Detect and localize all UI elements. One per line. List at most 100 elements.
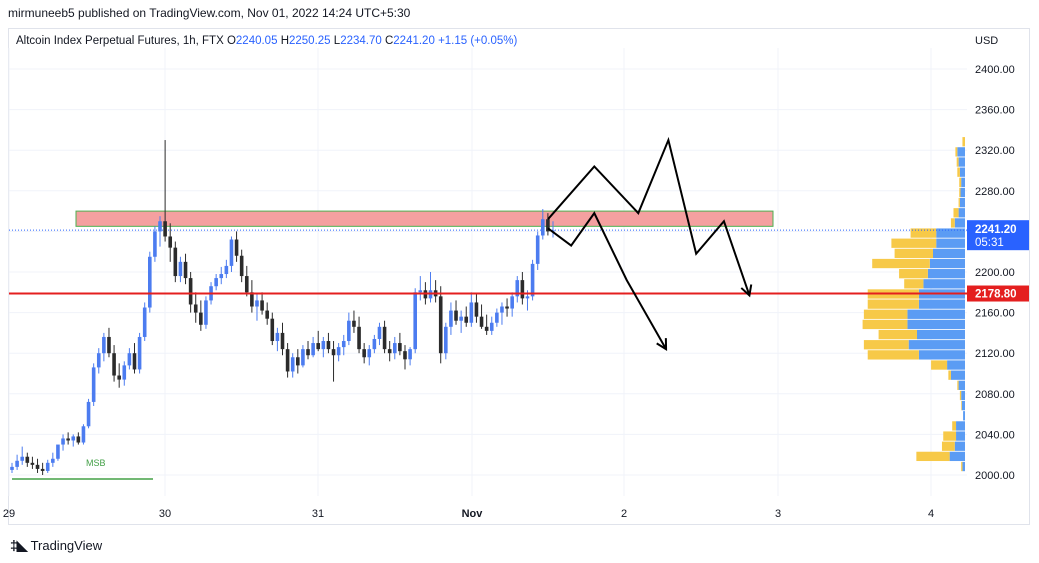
vp-bar-yellow (916, 451, 950, 462)
candle-body (234, 239, 239, 256)
vp-bar-blue (961, 177, 965, 187)
candle-body (35, 464, 40, 469)
candle-body (352, 320, 356, 327)
price-axis: 2400.002360.002320.002280.002240.002200.… (975, 64, 1015, 482)
msb-label: MSB (86, 458, 106, 468)
candle-body (311, 343, 315, 356)
vp-bar-blue (958, 208, 965, 218)
vp-bar-yellow (957, 167, 960, 177)
vp-bar-blue (917, 329, 965, 340)
candle-body (285, 349, 290, 372)
candle-body (20, 456, 25, 461)
vp-bar-blue (949, 451, 965, 462)
candle-body (25, 456, 30, 463)
candle-body (153, 231, 157, 257)
candle-body (173, 247, 178, 277)
vp-bar-blue (958, 380, 965, 390)
vp-bar-blue (933, 248, 965, 259)
candle-body (454, 310, 458, 321)
high-value: 2250.25 (289, 35, 331, 47)
vp-bar-yellow (943, 431, 957, 441)
candle-body (265, 310, 269, 319)
candle-body (408, 349, 412, 360)
resistance-zone[interactable] (75, 210, 774, 227)
low-label: L (333, 35, 341, 47)
candle-body (474, 302, 479, 317)
vp-bar-yellow (953, 208, 959, 218)
vp-bar-yellow (863, 340, 909, 350)
candle-body (413, 292, 417, 350)
publisher-line: mirmuneeb5 published on TradingView.com,… (8, 6, 411, 20)
time-axis: 29 30 31 Nov 2 3 4 (3, 508, 934, 520)
candle-body (484, 326, 489, 331)
vp-bar-blue (961, 390, 965, 401)
candle-body (112, 353, 116, 376)
candle-body (489, 322, 494, 331)
candle-body (127, 353, 132, 366)
candle-body (331, 349, 336, 356)
candle-body (137, 336, 142, 370)
projection-path (547, 211, 667, 350)
current-price-badge (967, 220, 1029, 251)
vp-bar-blue (963, 411, 965, 421)
candle-body (61, 438, 65, 445)
vp-bar-yellow (962, 137, 965, 147)
candle-body (10, 466, 14, 470)
candle-body (250, 292, 254, 307)
vp-bar-blue (923, 279, 965, 289)
projection-path (547, 136, 751, 296)
brand-name[interactable]: TradingView (30, 538, 103, 553)
vp-bar-yellow (961, 461, 963, 472)
candle-body (459, 316, 463, 321)
vp-bar-yellow (872, 258, 930, 269)
vp-bar-blue (907, 309, 965, 319)
currency-label[interactable]: USD (975, 35, 999, 47)
vp-bar-yellow (904, 279, 924, 289)
candle-body (510, 296, 514, 309)
tradingview-logo-icon: ‡◣ (10, 537, 28, 553)
candle-body (122, 365, 127, 380)
candle-body (275, 332, 280, 342)
vp-bar-blue (950, 370, 965, 380)
candle-body (398, 343, 402, 352)
price-tick-label: 2280.00 (975, 186, 1015, 198)
candle-body (40, 468, 45, 471)
candle-body (239, 255, 244, 277)
candle-body (56, 444, 60, 459)
candle-body (102, 336, 106, 354)
volume-profile (862, 137, 965, 472)
vp-bar-blue (956, 421, 965, 431)
price-tick-label: 2000.00 (975, 470, 1015, 482)
candle-body (260, 300, 264, 311)
candle-body (336, 347, 341, 356)
candle-body (107, 336, 111, 354)
time-tick-label: 2 (621, 508, 627, 520)
candle-body (148, 256, 152, 308)
vp-bar-blue (954, 218, 965, 228)
vp-bar-yellow (955, 147, 958, 157)
candle-body (530, 263, 535, 297)
candle-body (76, 436, 81, 443)
candle-body (515, 280, 520, 297)
time-tick-label: 3 (775, 508, 781, 520)
candle-body (193, 304, 198, 313)
candle-body (357, 326, 361, 350)
candle-body (188, 278, 193, 305)
candle-body (306, 349, 310, 356)
high-label: H (280, 35, 289, 47)
candle-body (495, 312, 499, 323)
price-tick-label: 2320.00 (975, 145, 1015, 157)
candle-body (280, 332, 285, 350)
vp-bar-yellow (959, 177, 962, 187)
candle-body (382, 326, 387, 350)
candle-body (372, 338, 377, 350)
price-tick-label: 2160.00 (975, 308, 1015, 320)
candle-body (71, 436, 76, 441)
vp-bar-yellow (899, 269, 928, 279)
vp-bar-blue (927, 269, 965, 279)
candle-body (117, 375, 121, 380)
change-value: +1.15 (+0.05%) (438, 35, 518, 47)
symbol-name[interactable]: Altcoin Index Perpetual Futures, 1h, FTX (16, 35, 224, 47)
